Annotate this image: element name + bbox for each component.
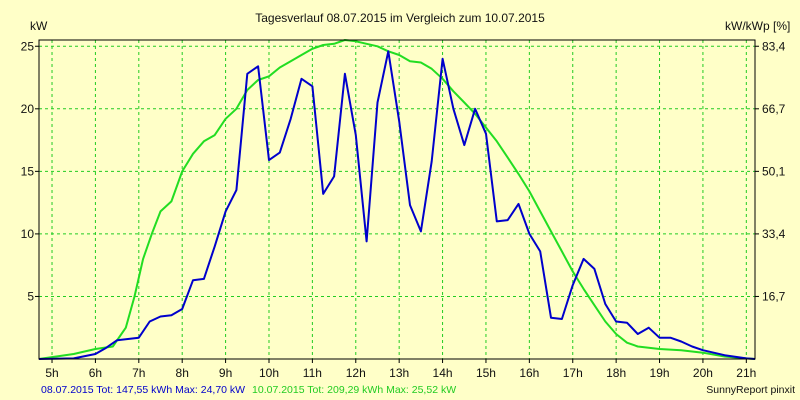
y-tick-label-left-0: 5 [27,289,34,303]
y-tick-label-right-3: 66,7 [762,102,786,116]
y-tick-label-left-4: 25 [21,39,35,53]
y-tick-label-right-0: 16,7 [762,289,786,303]
footer-left: 08.07.2015 Tot: 147,55 kWh Max: 24,70 kW… [41,384,456,396]
y-axis-label-right: kW/kWp [%] [725,19,790,33]
x-tick-label-14: 19h [650,366,670,380]
y-ticks-right: 16,7 33,4 50,1 66,7 83,4 [755,39,786,303]
footer-blue-series-summary: 08.07.2015 Tot: 147,55 kWh Max: 24,70 kW [41,384,245,396]
x-ticks: 5h 6h 7h 8h 9h 10h 11h 12h 13h 14h 15h 16h 17h 18h 19h… [45,359,756,380]
series-line-08-07-2015 [38,50,756,360]
y-tick-label-left-1: 10 [21,227,35,241]
series-line-10-07-2015 [38,39,756,360]
x-tick-label-1: 6h [89,366,102,380]
chart-title: Tagesverlauf 08.07.2015 im Vergleich zum… [255,11,545,25]
x-tick-label-2: 7h [132,366,145,380]
y-tick-label-right-1: 33,4 [762,227,786,241]
y-tick-label-right-2: 50,1 [762,164,786,178]
grid [39,40,755,359]
footer-credit: SunnyReport pinxit [706,384,795,396]
plot-area [39,40,755,359]
y-tick-label-right-4: 83,4 [762,39,786,53]
plot-frame [38,39,756,360]
x-tick-label-8: 13h [389,366,409,380]
y-tick-label-left-2: 15 [21,164,35,178]
x-tick-label-3: 8h [176,366,189,380]
x-tick-label-4: 9h [219,366,232,380]
x-tick-label-0: 5h [45,366,58,380]
x-tick-label-5: 10h [259,366,279,380]
x-tick-label-16: 21h [736,366,756,380]
y-ticks-left: 5 10 15 20 25 [21,39,39,303]
series-layer [38,39,756,360]
y-tick-label-left-3: 20 [21,102,35,116]
x-tick-label-6: 11h [303,366,322,380]
x-tick-label-7: 12h [346,366,366,380]
x-tick-label-10: 15h [476,366,496,380]
x-tick-label-12: 17h [563,366,583,380]
x-tick-label-13: 18h [606,366,626,380]
y-axis-label-left: kW [30,19,48,33]
footer-green-series-summary: 10.07.2015 Tot: 209,29 kWh Max: 25,52 kW [252,384,456,396]
x-tick-label-15: 20h [693,366,713,380]
x-tick-label-9: 14h [433,366,453,380]
x-tick-label-11: 16h [519,366,539,380]
